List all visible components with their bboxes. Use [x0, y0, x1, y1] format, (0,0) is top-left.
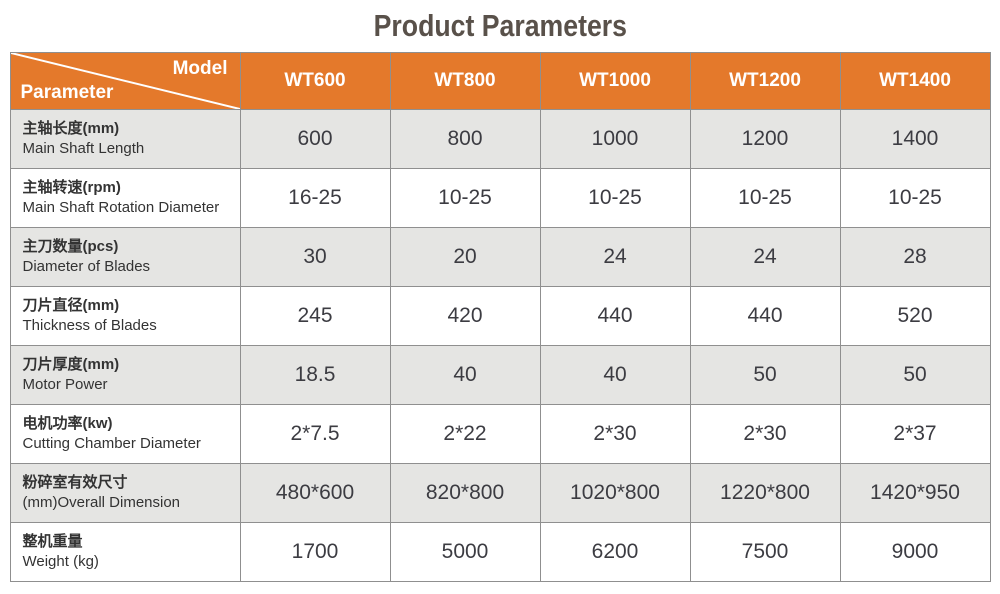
parameters-table: Model Parameter WT600 WT800 WT1000 WT120… — [9, 52, 991, 582]
table-header-row: Model Parameter WT600 WT800 WT1000 WT120… — [9, 52, 991, 110]
param-value-cell: 245 — [239, 286, 391, 346]
param-label-cell: 电机功率(kw) Cutting Chamber Diameter — [9, 404, 241, 464]
table-row-main-shaft-length: 主轴长度(mm) Main Shaft Length 600 800 1000 … — [9, 109, 991, 169]
param-label-en: (mm)Overall Dimension — [22, 494, 181, 511]
param-value-cell: 520 — [839, 286, 991, 346]
param-value-cell: 6200 — [539, 522, 691, 582]
corner-model-label: Model — [172, 58, 228, 79]
param-value-cell: 1220*800 — [689, 463, 841, 523]
table-row-blade-quantity: 主刀数量(pcs) Diameter of Blades 30 20 24 24… — [9, 227, 991, 287]
param-label-cn: 整机重量 — [22, 532, 83, 550]
param-value-cell: 7500 — [689, 522, 841, 582]
param-value-cell: 2*30 — [689, 404, 841, 464]
param-value-cell: 50 — [839, 345, 991, 405]
corner-parameter-label: Parameter — [20, 82, 114, 103]
diagonal-divider-line — [11, 53, 240, 109]
param-value-cell: 30 — [239, 227, 391, 287]
param-value-cell: 800 — [389, 109, 541, 169]
param-label-cn: 刀片直径(mm) — [22, 296, 120, 314]
model-column-header-wt1400: WT1400 — [839, 52, 991, 110]
param-value-cell: 1020*800 — [539, 463, 691, 523]
param-value-cell: 10-25 — [839, 168, 991, 228]
param-value-cell: 1000 — [539, 109, 691, 169]
param-label-en: Motor Power — [22, 376, 108, 393]
param-value-cell: 20 — [389, 227, 541, 287]
table-row-motor-power: 电机功率(kw) Cutting Chamber Diameter 2*7.5 … — [9, 404, 991, 464]
param-value-cell: 5000 — [389, 522, 541, 582]
param-value-cell: 28 — [839, 227, 991, 287]
page-title: Product Parameters — [373, 8, 627, 43]
param-label-cn: 主刀数量(pcs) — [22, 237, 119, 255]
table-row-chamber-dimension: 粉碎室有效尺寸 (mm)Overall Dimension 480*600 82… — [9, 463, 991, 523]
param-value-cell: 50 — [689, 345, 841, 405]
param-value-cell: 2*30 — [539, 404, 691, 464]
param-value-cell: 24 — [539, 227, 691, 287]
param-value-cell: 2*7.5 — [239, 404, 391, 464]
param-label-en: Main Shaft Length — [22, 140, 145, 157]
param-label-en: Diameter of Blades — [22, 258, 151, 275]
param-value-cell: 1400 — [839, 109, 991, 169]
param-value-cell: 600 — [239, 109, 391, 169]
param-value-cell: 24 — [689, 227, 841, 287]
param-value-cell: 2*22 — [389, 404, 541, 464]
param-label-cell: 主轴长度(mm) Main Shaft Length — [9, 109, 241, 169]
table-row-blade-diameter: 刀片直径(mm) Thickness of Blades 245 420 440… — [9, 286, 991, 346]
param-value-cell: 440 — [689, 286, 841, 346]
param-value-cell: 16-25 — [239, 168, 391, 228]
param-value-cell: 10-25 — [539, 168, 691, 228]
param-value-cell: 9000 — [839, 522, 991, 582]
param-label-en: Thickness of Blades — [22, 317, 157, 334]
param-value-cell: 1700 — [239, 522, 391, 582]
model-column-header-wt600: WT600 — [239, 52, 391, 110]
model-column-header-wt800: WT800 — [389, 52, 541, 110]
param-value-cell: 10-25 — [389, 168, 541, 228]
model-column-header-wt1200: WT1200 — [689, 52, 841, 110]
param-value-cell: 1200 — [689, 109, 841, 169]
table-row-main-shaft-rotation: 主轴转速(rpm) Main Shaft Rotation Diameter 1… — [9, 168, 991, 228]
param-label-cn: 粉碎室有效尺寸 — [22, 473, 128, 491]
param-value-cell: 40 — [389, 345, 541, 405]
param-value-cell: 480*600 — [239, 463, 391, 523]
param-value-cell: 10-25 — [689, 168, 841, 228]
model-column-header-wt1000: WT1000 — [539, 52, 691, 110]
param-value-cell: 2*37 — [839, 404, 991, 464]
param-label-cell: 刀片厚度(mm) Motor Power — [9, 345, 241, 405]
table-row-blade-thickness: 刀片厚度(mm) Motor Power 18.5 40 40 50 50 — [9, 345, 991, 405]
param-value-cell: 18.5 — [239, 345, 391, 405]
param-label-cell: 主刀数量(pcs) Diameter of Blades — [9, 227, 241, 287]
param-value-cell: 40 — [539, 345, 691, 405]
param-label-cn: 主轴长度(mm) — [22, 119, 120, 137]
param-label-cell: 整机重量 Weight (kg) — [9, 522, 241, 582]
param-label-cn: 电机功率(kw) — [22, 414, 113, 432]
param-label-cell: 主轴转速(rpm) Main Shaft Rotation Diameter — [9, 168, 241, 228]
table-row-weight: 整机重量 Weight (kg) 1700 5000 6200 7500 900… — [9, 522, 991, 582]
param-label-en: Weight (kg) — [22, 553, 99, 570]
param-value-cell: 1420*950 — [839, 463, 991, 523]
param-value-cell: 440 — [539, 286, 691, 346]
title-area: Product Parameters — [0, 0, 1000, 52]
param-label-cn: 主轴转速(rpm) — [22, 178, 121, 196]
corner-cell: Model Parameter — [9, 52, 241, 110]
param-label-en: Main Shaft Rotation Diameter — [22, 199, 220, 216]
param-label-en: Cutting Chamber Diameter — [22, 435, 201, 452]
param-label-cell: 刀片直径(mm) Thickness of Blades — [9, 286, 241, 346]
param-label-cell: 粉碎室有效尺寸 (mm)Overall Dimension — [9, 463, 241, 523]
param-label-cn: 刀片厚度(mm) — [22, 355, 120, 373]
param-value-cell: 420 — [389, 286, 541, 346]
param-value-cell: 820*800 — [389, 463, 541, 523]
